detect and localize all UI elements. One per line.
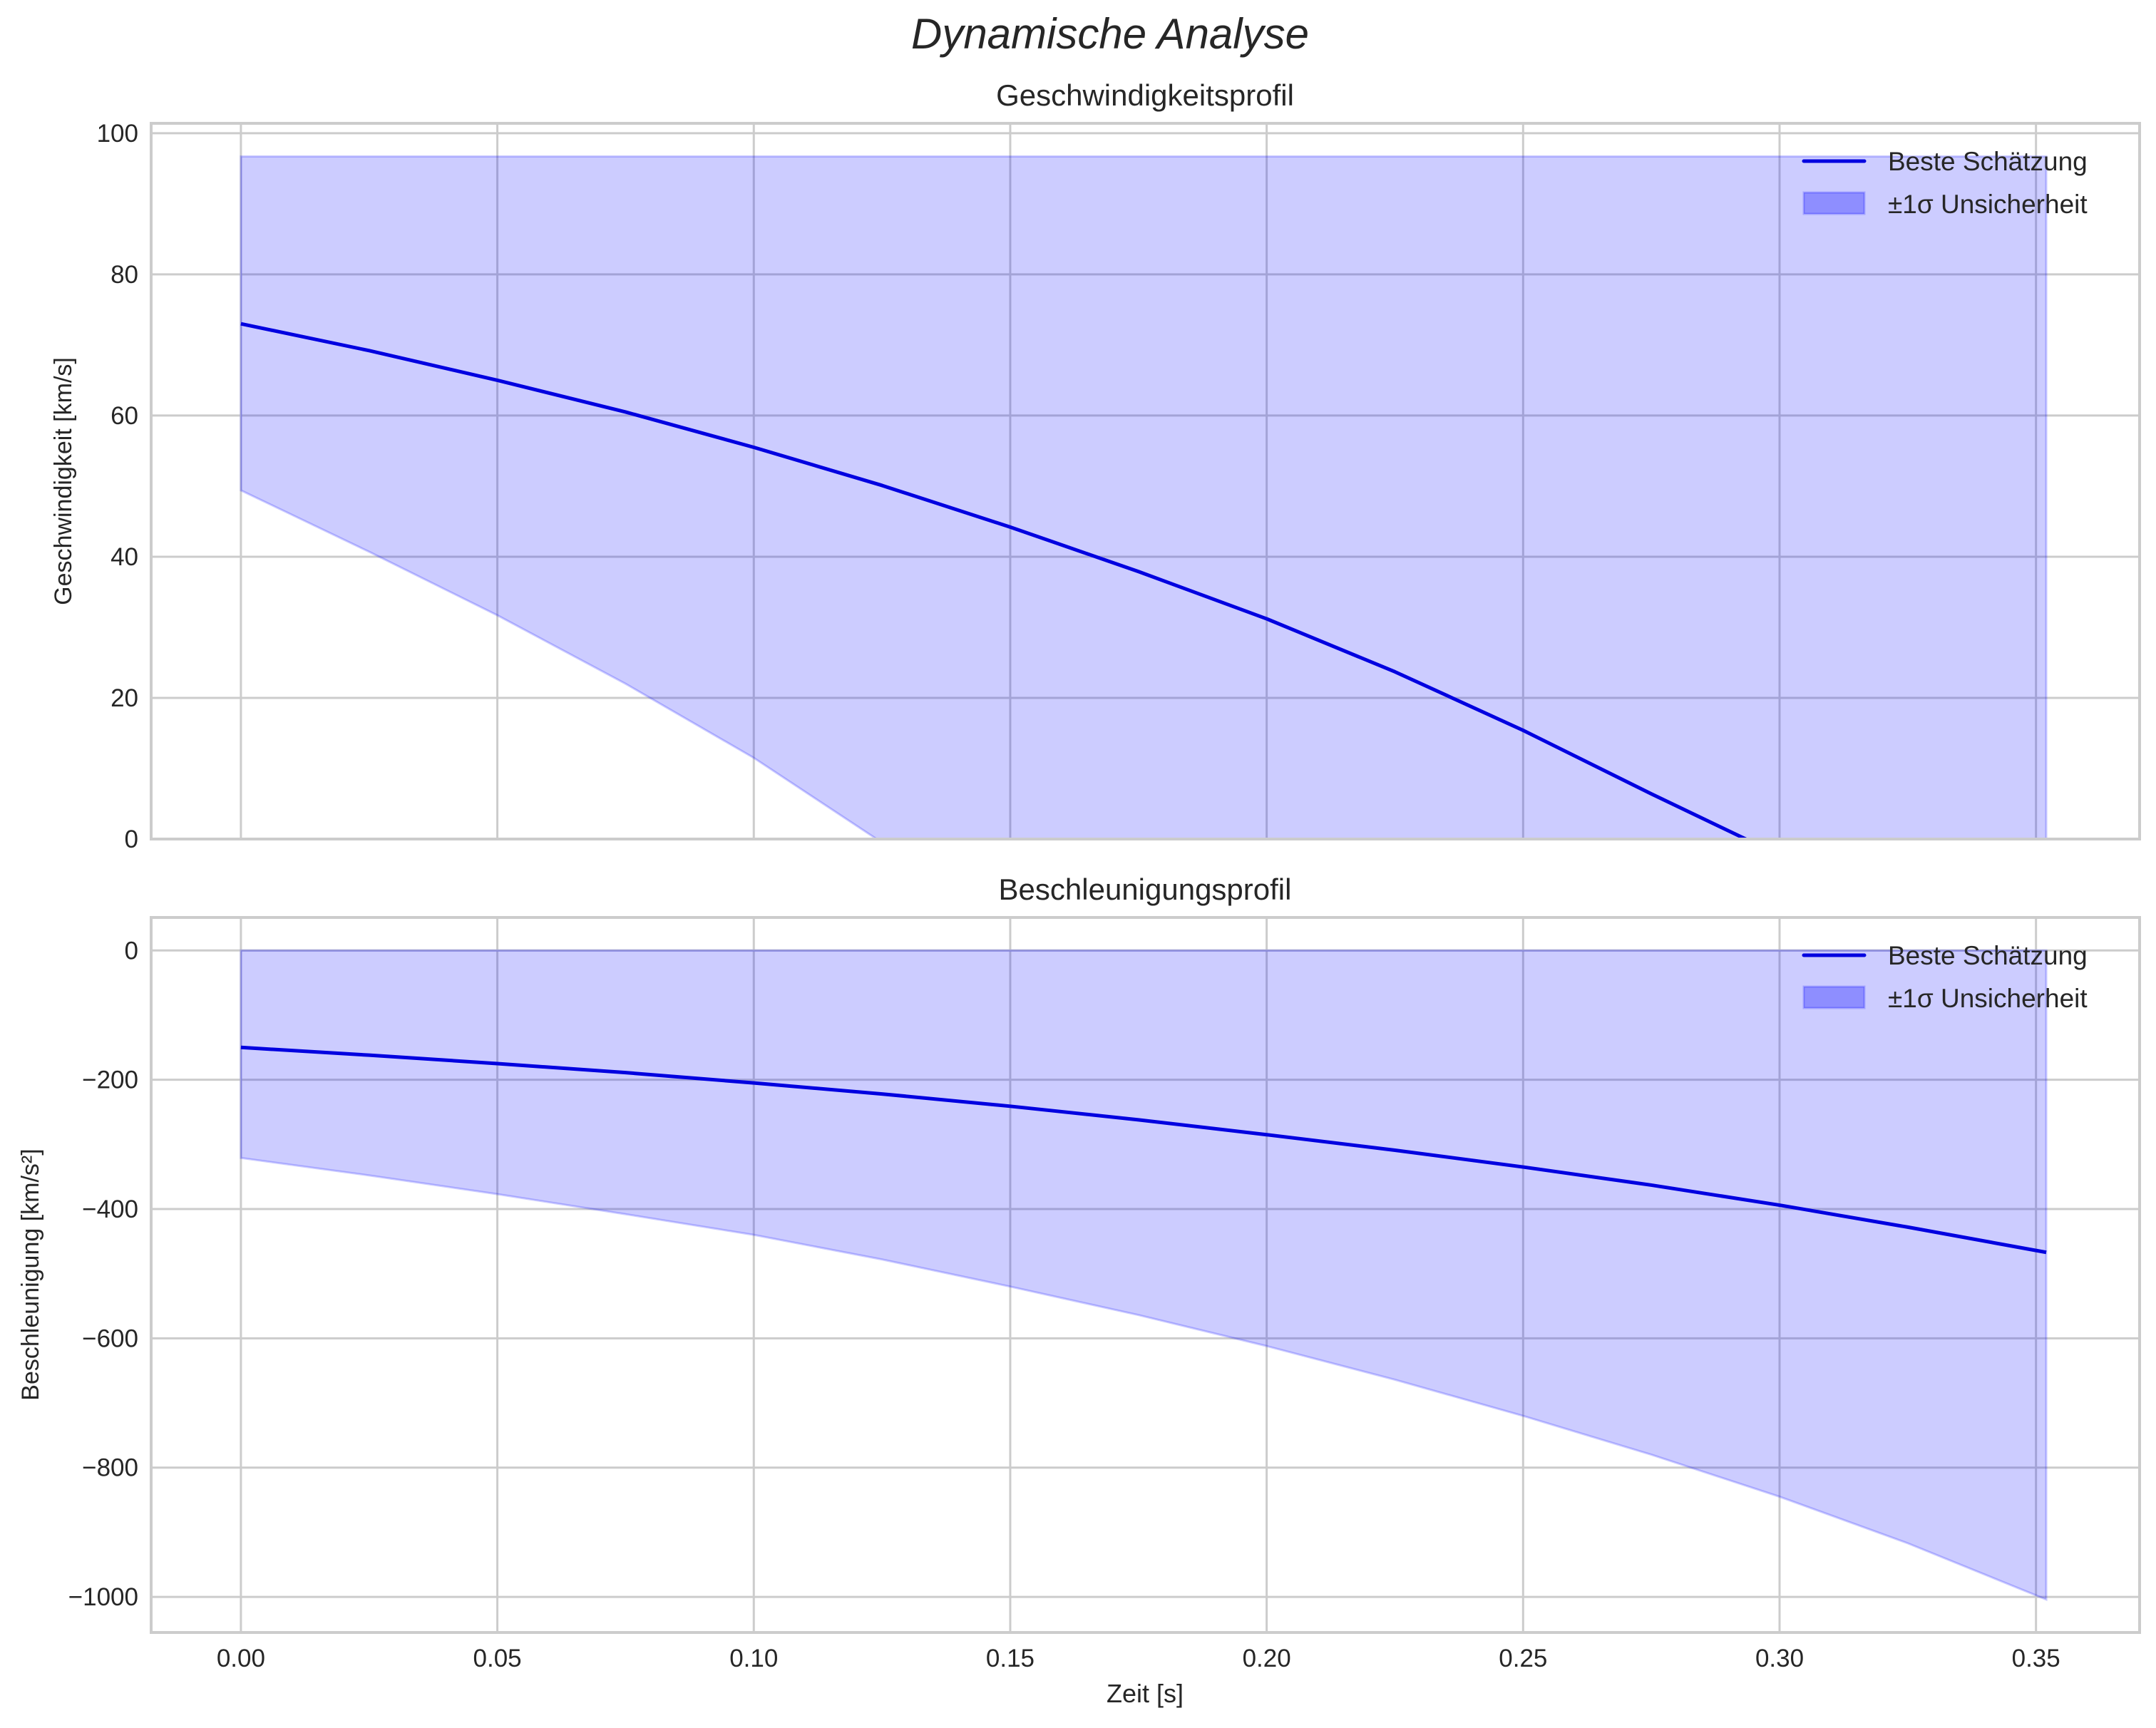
acceleration-panel-title: Beschleunigungsprofil bbox=[999, 873, 1292, 906]
acceleration-y-axis-label: Beschleunigung [km/s²] bbox=[17, 1148, 44, 1400]
legend-label-best-estimate: Beste Schätzung bbox=[1888, 147, 2088, 176]
y-tick-label: 0 bbox=[125, 826, 138, 853]
grid-lines bbox=[151, 123, 2140, 840]
best-estimate-line bbox=[240, 1045, 2047, 1255]
legend-band-swatch bbox=[1802, 985, 1866, 1009]
y-tick-label: 20 bbox=[111, 684, 138, 712]
y-tick-label: 40 bbox=[111, 543, 138, 571]
axes-frame bbox=[150, 916, 2141, 1634]
y-tick-label: −400 bbox=[82, 1195, 138, 1223]
x-axis-label: Zeit [s] bbox=[1107, 1679, 1184, 1708]
uncertainty-band bbox=[240, 155, 2048, 839]
legend: Beste Schätzung ±1σ Unsicherheit bbox=[1802, 147, 2088, 219]
y-tick-label: −600 bbox=[82, 1325, 138, 1352]
y-tick-label: 0 bbox=[125, 937, 138, 965]
figure-title: Dynamische Analyse bbox=[911, 10, 1309, 58]
x-tick-label: 0.10 bbox=[729, 1645, 778, 1672]
x-tick-label: 0.20 bbox=[1243, 1645, 1291, 1672]
x-tick-label: 0.05 bbox=[473, 1645, 522, 1672]
acceleration-plot-area: 0 −200 −400 −600 −800 −1000 0.00 0.05 0.10 0.15 0.… bbox=[68, 916, 2141, 1672]
best-estimate-line bbox=[240, 322, 1750, 839]
y-tick-label: 80 bbox=[111, 261, 138, 289]
velocity-plot-area: 0 20 40 60 80 100 Beste Schätzung ±1σ Unsicherh… bbox=[97, 120, 2141, 853]
x-tick-label: 0.15 bbox=[986, 1645, 1035, 1672]
acceleration-panel: Beschleunigungsprofil Beschleunigung [km… bbox=[17, 873, 2141, 1672]
legend-label-uncertainty: ±1σ Unsicherheit bbox=[1888, 984, 2088, 1013]
legend: Beste Schätzung ±1σ Unsicherheit bbox=[1802, 941, 2088, 1013]
y-tick-label: 60 bbox=[111, 402, 138, 430]
y-tick-label: −800 bbox=[82, 1454, 138, 1482]
x-tick-label: 0.00 bbox=[217, 1645, 265, 1672]
velocity-y-axis-label: Geschwindigkeit [km/s] bbox=[50, 357, 77, 605]
velocity-panel: Geschwindigkeitsprofil Geschwindigkeit [… bbox=[50, 78, 2141, 853]
axes-frame bbox=[150, 122, 2141, 840]
y-tick-label: 100 bbox=[97, 120, 138, 148]
velocity-panel-title: Geschwindigkeitsprofil bbox=[996, 78, 1294, 112]
uncertainty-band bbox=[240, 949, 2048, 1601]
x-tick-label: 0.30 bbox=[1755, 1645, 1804, 1672]
x-tick-label: 0.25 bbox=[1499, 1645, 1547, 1672]
legend-band-swatch bbox=[1802, 191, 1866, 215]
x-tick-label: 0.35 bbox=[2012, 1645, 2060, 1672]
legend-label-uncertainty: ±1σ Unsicherheit bbox=[1888, 190, 2088, 219]
legend-label-best-estimate: Beste Schätzung bbox=[1888, 941, 2088, 970]
y-tick-label: −200 bbox=[82, 1066, 138, 1094]
y-tick-label: −1000 bbox=[68, 1583, 138, 1611]
